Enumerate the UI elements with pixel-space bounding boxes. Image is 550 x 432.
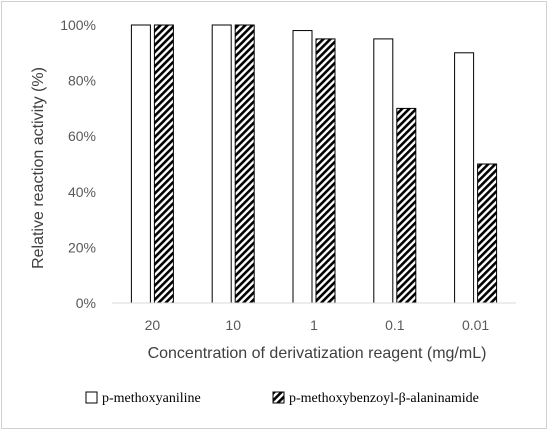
bar-p-methoxyaniline-20 — [130, 24, 151, 304]
y-axis-title: Relative reaction activity (%) — [30, 67, 47, 269]
legend: p-methoxyaniline p-methoxybenzoyl-β-alani… — [85, 391, 479, 406]
y-tick-label: 100% — [60, 17, 96, 33]
bar-p-methoxybenzoyl-alaninamide-0-1 — [396, 107, 417, 304]
x-tick-label: 0.1 — [385, 317, 405, 333]
legend-swatch-1 — [85, 391, 98, 404]
x-axis-ticks: 20 10 1 0.1 0.01 — [145, 317, 490, 333]
legend-label-1: p-methoxyaniline — [102, 391, 201, 406]
x-axis-title: Concentration of derivatization reagent … — [148, 345, 487, 362]
y-tick-label: 40% — [68, 184, 96, 200]
bar-p-methoxyaniline-10 — [211, 24, 232, 304]
bar-p-methoxybenzoyl-alaninamide-10 — [234, 24, 255, 304]
bar-p-methoxyaniline-0-01 — [454, 52, 475, 304]
y-tick-label: 60% — [68, 128, 96, 144]
bar-series — [130, 24, 498, 304]
y-tick-label: 20% — [68, 239, 96, 255]
bar-p-methoxyaniline-1 — [292, 30, 313, 304]
legend-label-2: p-methoxybenzoyl-β-alaninamide — [289, 391, 479, 406]
bar-p-methoxyaniline-0-1 — [373, 38, 394, 304]
x-tick-label: 10 — [225, 317, 241, 333]
x-tick-label: 1 — [310, 317, 318, 333]
y-tick-label: 80% — [68, 73, 96, 89]
y-axis-ticks: 0% 20% 40% 60% 80% 100% — [60, 17, 96, 311]
y-tick-label: 0% — [76, 295, 96, 311]
x-tick-label: 20 — [145, 317, 161, 333]
bar-p-methoxybenzoyl-alaninamide-20 — [153, 24, 174, 304]
bar-p-methoxybenzoyl-alaninamide-0-01 — [477, 163, 498, 304]
legend-swatch-2 — [272, 391, 285, 404]
bar-p-methoxybenzoyl-alaninamide-1 — [315, 38, 336, 304]
x-tick-label: 0.01 — [462, 317, 489, 333]
